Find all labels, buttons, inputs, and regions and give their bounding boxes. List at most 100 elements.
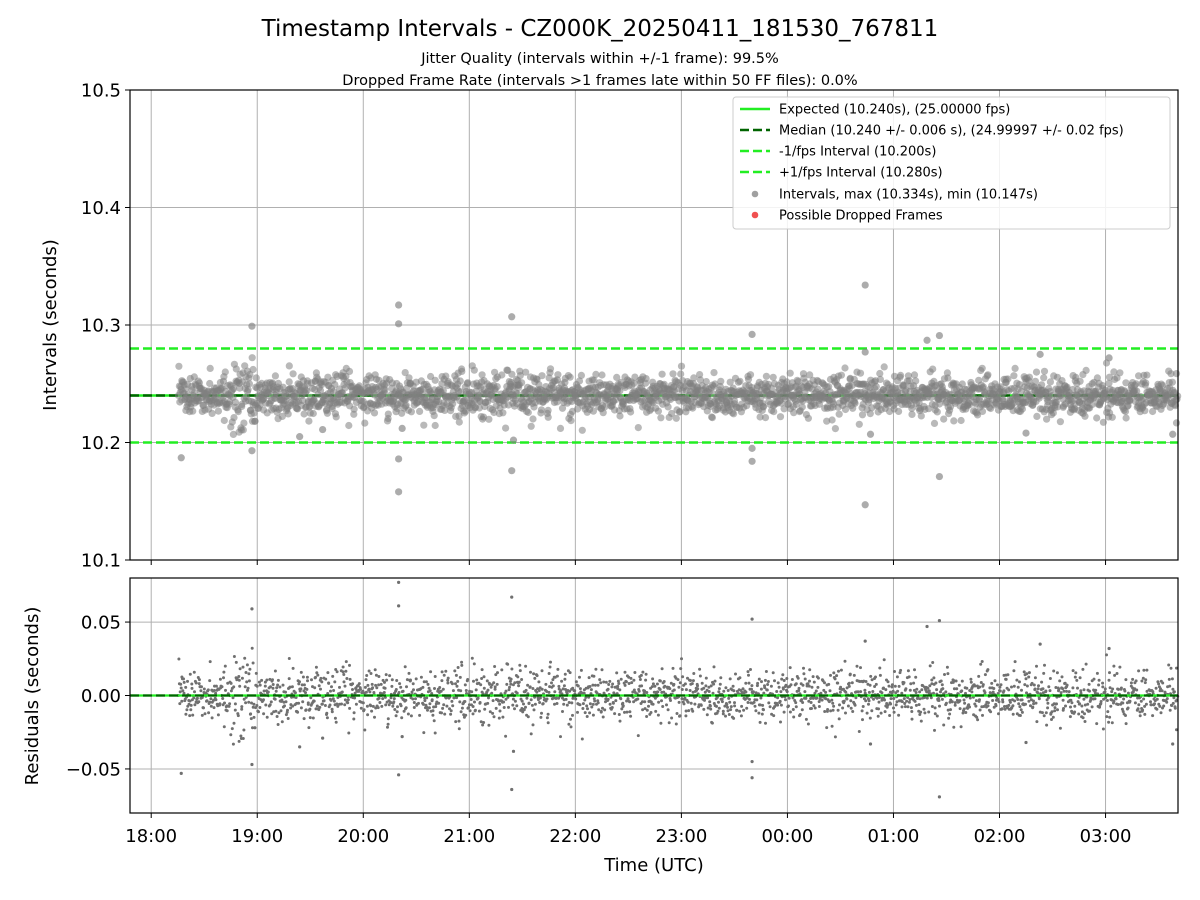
- residual-point: [195, 696, 199, 700]
- legend-label-minus-fps: -1/fps Interval (10.200s): [779, 145, 936, 160]
- residual-point: [712, 682, 716, 686]
- residual-point: [1070, 701, 1074, 705]
- interval-point: [573, 405, 582, 413]
- residual-point: [813, 706, 817, 710]
- residual-point: [656, 713, 660, 717]
- residual-point: [324, 677, 328, 681]
- residual-point: [908, 688, 912, 692]
- residual-point: [686, 700, 690, 704]
- residual-point: [1081, 667, 1085, 671]
- residual-point: [794, 682, 798, 686]
- residual-point: [1105, 653, 1108, 657]
- residual-point: [889, 697, 893, 701]
- residual-point: [319, 687, 322, 691]
- interval-point: [1010, 372, 1018, 380]
- residual-point: [735, 708, 739, 712]
- residual-point: [524, 705, 527, 709]
- residual-point: [884, 688, 888, 692]
- residual-point: [615, 671, 619, 675]
- residual-point: [348, 706, 352, 710]
- residual-point: [636, 734, 640, 738]
- interval-point: [601, 403, 609, 411]
- residual-point: [245, 663, 249, 667]
- residual-point: [193, 690, 196, 694]
- interval-outlier-point: [395, 488, 403, 496]
- residual-point: [1103, 690, 1107, 694]
- residual-point: [702, 686, 706, 690]
- interval-point: [1018, 405, 1026, 413]
- interval-point: [1040, 367, 1049, 375]
- interval-point: [546, 365, 555, 373]
- residual-point: [568, 671, 572, 675]
- residual-point: [1154, 686, 1158, 690]
- residual-point: [1061, 687, 1065, 691]
- residual-point: [1142, 697, 1146, 701]
- residual-point: [208, 679, 212, 683]
- interval-point: [416, 407, 424, 415]
- residual-point: [937, 699, 941, 702]
- residual-point: [335, 670, 339, 674]
- residual-point: [364, 678, 368, 682]
- residual-point: [1075, 678, 1079, 682]
- residual-point: [369, 672, 373, 675]
- residual-point: [785, 677, 789, 680]
- residual-point: [1002, 689, 1006, 693]
- residual-point: [244, 671, 248, 674]
- residual-point: [323, 704, 327, 707]
- residual-point: [460, 663, 464, 667]
- residual-point: [702, 707, 706, 711]
- residual-point: [340, 702, 343, 706]
- residual-point: [804, 717, 808, 721]
- residual-outlier-point: [179, 771, 183, 775]
- residual-point: [1111, 687, 1115, 691]
- residual-point: [527, 701, 531, 705]
- residual-point: [725, 703, 729, 707]
- residual-point: [302, 683, 306, 687]
- interval-point: [430, 412, 438, 420]
- residual-point: [532, 708, 536, 712]
- residual-point: [752, 700, 756, 704]
- residual-point: [810, 707, 813, 710]
- residual-point: [210, 716, 214, 720]
- residual-point: [647, 704, 650, 708]
- residual-point: [202, 687, 206, 691]
- residual-point: [1042, 714, 1046, 718]
- interval-point: [556, 424, 565, 432]
- residual-point: [990, 681, 994, 685]
- interval-point: [1011, 364, 1019, 372]
- residual-point: [340, 690, 344, 694]
- residual-point: [460, 706, 464, 710]
- residual-point: [1093, 697, 1097, 701]
- residual-point: [571, 713, 574, 717]
- residual-point: [241, 737, 245, 740]
- interval-point: [516, 372, 524, 380]
- residual-point: [755, 698, 759, 702]
- residual-point: [325, 716, 329, 720]
- residual-point: [745, 706, 749, 710]
- residual-point: [509, 682, 513, 686]
- residual-point: [598, 678, 602, 682]
- residual-point: [509, 677, 513, 681]
- residual-point: [197, 678, 201, 682]
- interval-point: [1032, 368, 1041, 376]
- residual-point: [518, 663, 522, 667]
- residual-point: [482, 675, 486, 679]
- residual-point: [513, 699, 517, 703]
- interval-point: [478, 371, 486, 379]
- residual-point: [464, 713, 468, 717]
- residual-point: [414, 677, 418, 681]
- interval-point: [442, 372, 450, 380]
- residual-point: [456, 679, 460, 683]
- interval-point: [1040, 374, 1048, 382]
- residual-point: [645, 691, 649, 694]
- interval-outlier-point: [748, 457, 756, 465]
- residual-point: [463, 700, 467, 703]
- residual-point: [726, 709, 730, 713]
- residual-outlier-point: [750, 617, 754, 621]
- residual-point: [958, 707, 962, 711]
- interval-point: [696, 371, 704, 379]
- residual-point: [1015, 678, 1019, 682]
- residual-outlier-point: [937, 618, 942, 623]
- residual-point: [367, 669, 371, 673]
- residual-point: [684, 709, 688, 713]
